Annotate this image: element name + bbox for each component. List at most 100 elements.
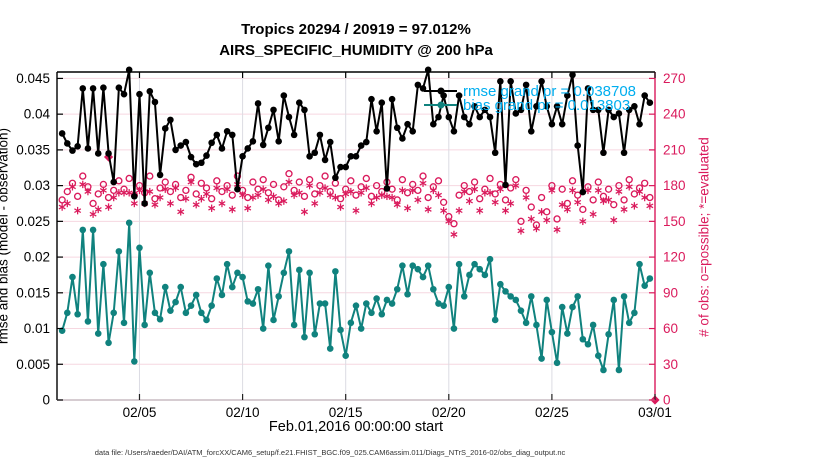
bias-dot-marker — [574, 293, 581, 300]
possible-circle-marker — [470, 178, 479, 186]
rmse-dot-marker — [414, 81, 422, 89]
bias-dot-marker — [584, 340, 592, 348]
evaluated-asterisk-marker — [636, 189, 644, 194]
bias-dot-marker — [471, 260, 478, 268]
bias-dot-marker — [332, 268, 339, 275]
evaluated-asterisk-marker — [321, 185, 329, 191]
y-left-tick-label: 0 — [42, 393, 50, 408]
evaluated-asterisk-marker — [553, 227, 561, 233]
rmse-dot-marker — [507, 77, 514, 85]
rmse-dot-marker — [393, 124, 401, 132]
rmse-dot-marker — [383, 185, 391, 192]
rmse-dot-marker — [203, 152, 210, 159]
evaluated-asterisk-marker — [63, 201, 71, 206]
bias-dot-marker — [131, 358, 138, 365]
rmse-dot-marker — [151, 98, 159, 106]
x-tick-label: 02/20 — [432, 405, 466, 420]
right-axis-label: # of obs: o=possible; *=evaluated — [696, 137, 712, 337]
possible-circle-marker — [362, 174, 370, 183]
evaluated-asterisk-marker — [187, 179, 195, 185]
evaluated-asterisk-marker — [501, 208, 510, 214]
bias-dot-marker — [522, 319, 530, 327]
bias-dot-marker — [615, 366, 623, 374]
evaluated-asterisk-marker — [569, 187, 577, 193]
left-axis-label: rmse and bias (model - observation) — [0, 127, 11, 345]
rmse-dot-marker — [249, 138, 257, 145]
rmse-dot-marker — [486, 113, 494, 121]
bias-dot-marker — [491, 316, 499, 324]
legend: rmse grand pr = 0.038708 bias grand pr =… — [424, 83, 636, 114]
rmse-dot-marker — [476, 113, 484, 121]
possible-circle-marker — [620, 196, 628, 204]
bias-dot-marker — [383, 296, 391, 304]
rmse-dot-marker — [136, 90, 143, 98]
bias-dot-marker — [270, 316, 277, 324]
bias-dot-marker — [455, 260, 463, 268]
evaluated-asterisk-marker — [434, 192, 442, 198]
bias-dot-marker — [259, 325, 267, 332]
rmse-dot-marker — [84, 145, 92, 152]
bias-dot-marker — [94, 330, 102, 337]
possible-circle-marker — [300, 192, 309, 201]
evaluated-asterisk-marker — [146, 189, 154, 194]
rmse-dot-marker — [373, 128, 380, 135]
possible-circle-marker — [89, 199, 97, 208]
bias-dot-marker — [208, 302, 215, 309]
evaluated-asterisk-marker — [156, 195, 164, 200]
y-right-tick-label: 0 — [663, 393, 671, 408]
bias-dot-marker — [548, 328, 556, 336]
possible-circle-marker — [285, 170, 293, 178]
bias-dot-marker — [481, 271, 489, 279]
rmse-dot-marker — [522, 81, 530, 89]
possible-circle-marker — [630, 190, 639, 198]
rmse-dot-marker — [347, 153, 355, 160]
bias-dot-marker — [64, 309, 71, 317]
possible-circle-marker — [604, 185, 613, 193]
evaluated-asterisk-marker — [517, 228, 525, 234]
bias-dot-marker — [440, 302, 447, 309]
possible-circle-marker — [63, 187, 71, 196]
rmse-dot-marker — [326, 138, 334, 146]
evaluated-asterisk-marker — [455, 208, 463, 214]
bias-dot-marker — [213, 275, 221, 282]
x-tick-label: 02/25 — [535, 405, 569, 420]
bias-dot-marker — [393, 285, 401, 293]
evaluated-asterisk-marker — [362, 185, 370, 191]
evaluated-asterisk-marker — [337, 204, 345, 210]
possible-circle-marker — [269, 180, 278, 189]
rmse-dot-marker — [285, 113, 293, 121]
bias-dot-marker — [589, 321, 597, 329]
possible-circle-marker — [249, 178, 257, 186]
evaluated-asterisk-marker — [476, 208, 484, 214]
rmse-dot-marker — [280, 92, 288, 99]
evaluated-asterisk-marker — [605, 197, 613, 203]
bias-dot-marker — [326, 345, 334, 352]
possible-circle-marker — [295, 178, 303, 186]
rmse-dot-marker — [357, 142, 365, 149]
rmse-dot-marker — [641, 92, 648, 99]
bias-dot-marker — [182, 309, 190, 317]
possible-circle-marker — [244, 193, 252, 202]
y-left-tick-label: 0.03 — [24, 178, 50, 193]
rmse-dot-marker — [265, 124, 272, 132]
bias-dot-marker — [74, 310, 81, 318]
rmse-dot-marker — [558, 120, 566, 128]
rmse-dot-marker — [553, 103, 561, 110]
evaluated-asterisk-marker — [419, 180, 427, 186]
evaluated-asterisk-marker — [625, 184, 633, 190]
evaluated-asterisk-marker — [543, 217, 551, 223]
bias-dot-marker — [430, 285, 437, 293]
rmse-dot-marker — [218, 145, 226, 152]
evaluated-asterisk-marker — [228, 207, 236, 212]
rmse-dot-marker — [141, 200, 148, 207]
bias-dot-marker — [342, 352, 349, 359]
rmse-dot-marker — [94, 150, 102, 157]
evaluated-asterisk-marker — [79, 182, 87, 187]
bias-dot-marker — [120, 319, 128, 327]
possible-circle-marker — [166, 187, 175, 196]
bias-dot-marker — [600, 366, 607, 374]
y-right-tick-label: 210 — [663, 142, 686, 157]
evaluated-asterisk-marker — [68, 184, 76, 190]
rmse-dot-marker — [58, 130, 66, 137]
